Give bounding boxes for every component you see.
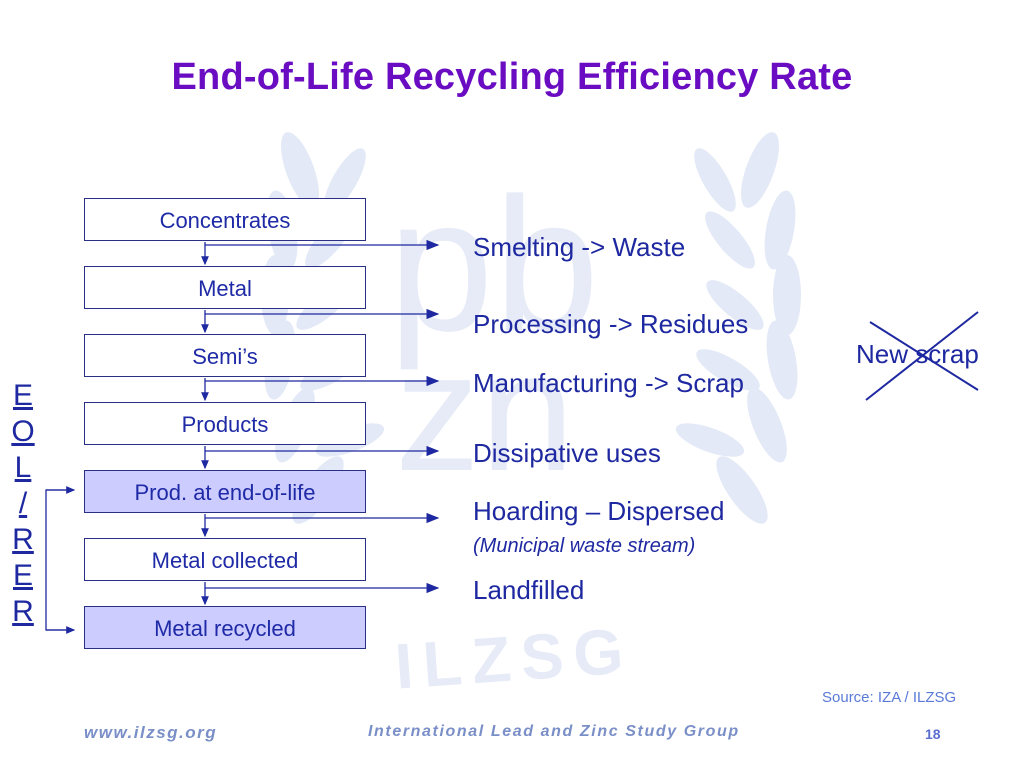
output-landfilled: Landfilled: [473, 575, 585, 605]
box-semis: Semi’s: [84, 334, 366, 377]
box-metal: Metal: [84, 266, 366, 309]
eoler-letter-l: L: [14, 451, 32, 484]
eoler-letter-e2: E: [12, 559, 33, 592]
laurel-right-icon: [675, 132, 801, 524]
box-metal-recycled: Metal recycled: [84, 606, 366, 649]
eoler-letter-slash: /: [18, 487, 28, 520]
box-prod-end-of-life: Prod. at end-of-life: [84, 470, 366, 513]
output-manufacturing: Manufacturing -> Scrap: [473, 368, 744, 398]
watermark-ilzsg: ILZSG: [393, 614, 636, 702]
eoler-letter-r2: R: [12, 595, 34, 628]
watermark-pb: pb: [388, 159, 599, 371]
watermark-zn: zn: [395, 317, 575, 507]
box-metal-collected: Metal collected: [84, 538, 366, 581]
cross-out-icon: [865, 311, 979, 401]
output-municipal: (Municipal waste stream): [473, 535, 696, 557]
page-number: 18: [925, 726, 941, 742]
footer-website: www.ilzsg.org: [84, 723, 218, 742]
page-title: End-of-Life Recycling Efficiency Rate: [171, 56, 853, 98]
footer-organization: International Lead and Zinc Study Group: [368, 723, 740, 740]
output-processing: Processing -> Residues: [473, 309, 749, 339]
output-hoarding: Hoarding – Dispersed: [473, 496, 725, 526]
eoler-letter-o: O: [11, 415, 35, 448]
output-dissipative: Dissipative uses: [473, 438, 661, 468]
box-products: Products: [84, 402, 366, 445]
output-smelting: Smelting -> Waste: [473, 232, 686, 262]
source-note: Source: IZA / ILZSG: [822, 689, 957, 706]
eoler-letter-e1: E: [12, 379, 33, 412]
eoler-letter-r1: R: [12, 523, 34, 556]
crossed-new-scrap: New scrap: [856, 339, 979, 369]
box-concentrates: Concentrates: [84, 198, 366, 241]
